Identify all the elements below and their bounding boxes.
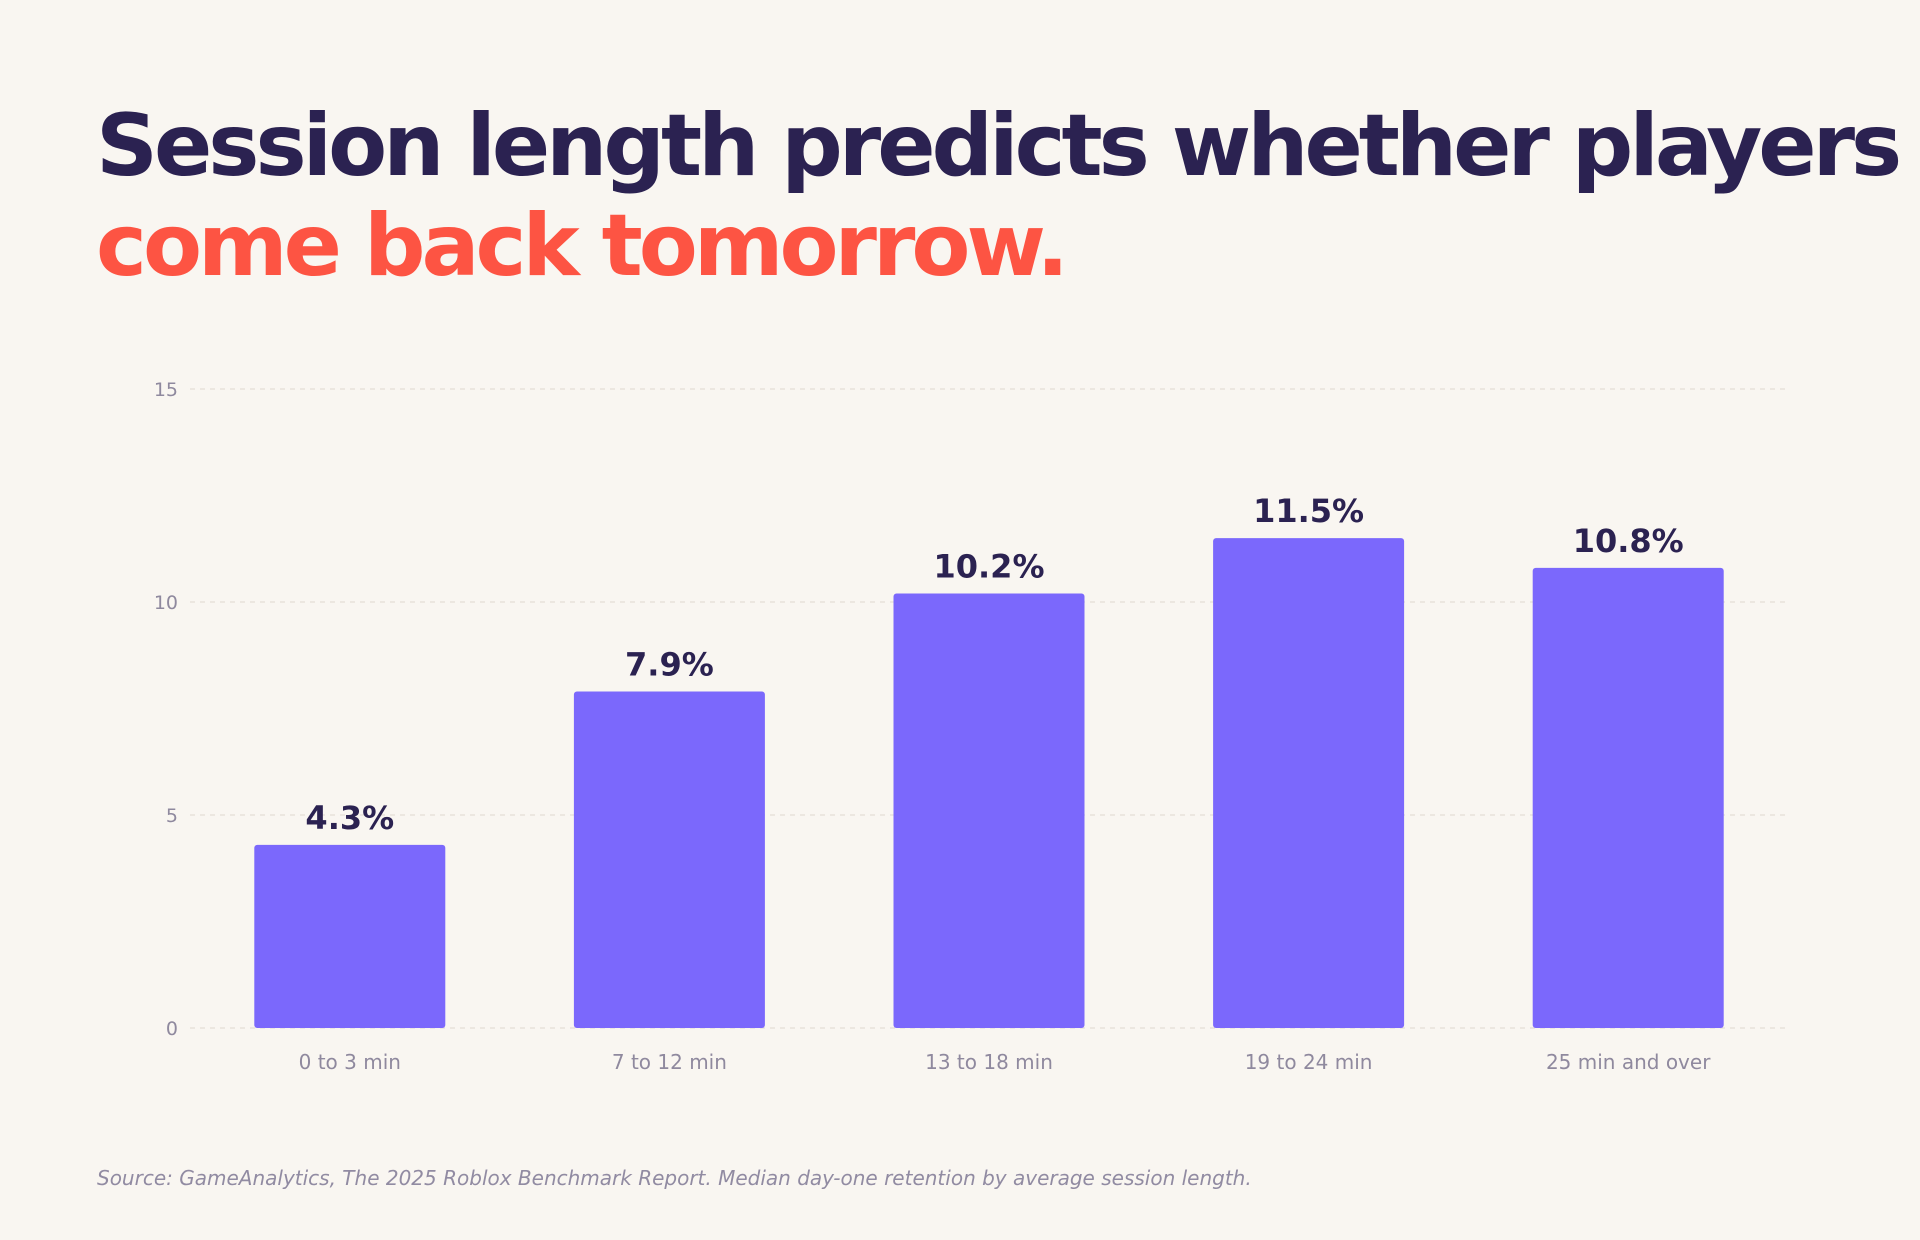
headline-line-2: come back tomorrow. [96, 196, 1069, 296]
bar [893, 593, 1085, 1028]
x-tick-label: 19 to 24 min [1245, 1050, 1373, 1074]
x-tick-label: 0 to 3 min [299, 1050, 401, 1074]
source-note: Source: GameAnalytics, The 2025 Roblox B… [97, 1166, 1252, 1190]
value-label: 10.8% [1573, 522, 1684, 560]
y-axis-ticks: 0 5 10 15 [154, 379, 178, 1040]
x-tick-label: 13 to 18 min [925, 1050, 1053, 1074]
x-tick-label: 25 min and over [1546, 1050, 1711, 1074]
value-label: 10.2% [933, 547, 1044, 585]
value-label: 11.5% [1253, 492, 1364, 530]
value-label: 4.3% [305, 799, 394, 837]
y-tick-label: 10 [154, 592, 178, 614]
y-tick-label: 15 [154, 379, 178, 401]
y-tick-label: 0 [166, 1018, 178, 1040]
bar [573, 691, 765, 1028]
y-tick-label: 5 [166, 805, 178, 827]
gridlines [190, 388, 1788, 1029]
bars [254, 538, 1724, 1028]
headline-line-1: Session length predicts whether players [96, 96, 1902, 196]
x-axis-ticks: 0 to 3 min 7 to 12 min 13 to 18 min 19 to 2… [299, 1050, 1712, 1074]
bar [1213, 538, 1405, 1028]
headline: Session length predicts whether players … [96, 96, 1902, 296]
x-tick-label: 7 to 12 min [612, 1050, 727, 1074]
bar [254, 844, 446, 1028]
bar [1532, 567, 1724, 1028]
value-label: 7.9% [625, 645, 714, 683]
value-labels: 4.3% 7.9% 10.2% 11.5% 10.8% [305, 492, 1683, 837]
